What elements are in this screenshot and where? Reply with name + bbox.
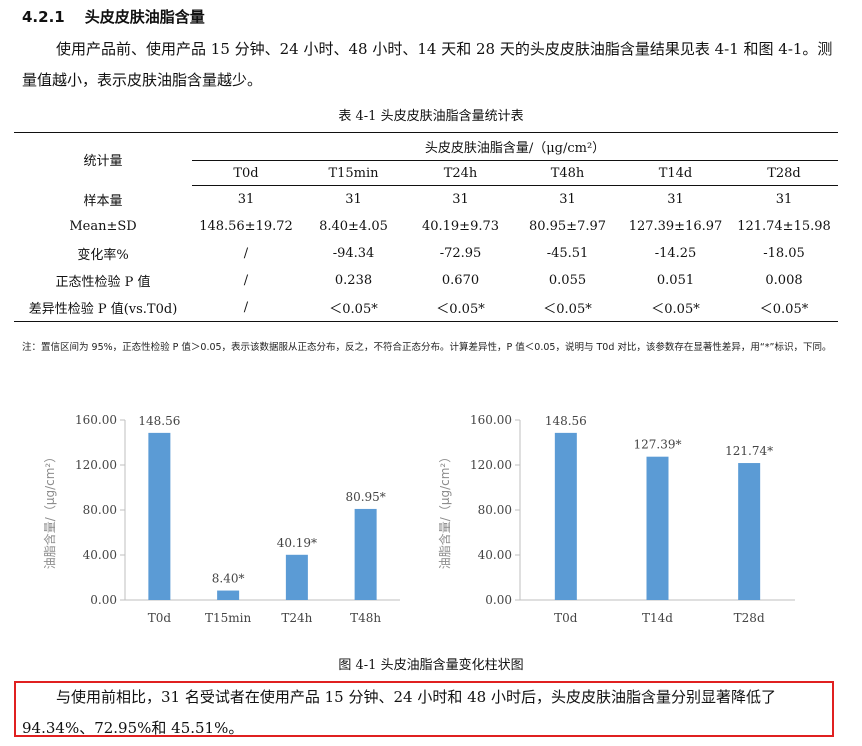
- table-cell: 8.40±4.05: [319, 219, 388, 234]
- table-column-header-row: T0d T15min T24h T48h T14d T28d: [14, 160, 838, 186]
- table-cell: 31: [667, 192, 684, 207]
- y-tick-label: 0.00: [90, 593, 117, 607]
- highlight-box: [14, 681, 834, 737]
- stats-table: 统计量 头皮皮肤油脂含量/（μg/cm²） T0d T15min T24h T4…: [14, 132, 838, 322]
- y-tick-label: 160.00: [470, 413, 512, 427]
- row-label: 正态性检验 P 值: [55, 275, 151, 290]
- y-tick-label: 40.00: [478, 548, 512, 562]
- y-tick-label: 80.00: [478, 503, 512, 517]
- data-label: 80.95*: [345, 490, 385, 504]
- table-cell: 0.238: [334, 273, 373, 288]
- column-header: T24h: [407, 160, 514, 186]
- x-tick-label: T0d: [554, 611, 578, 625]
- stat-header-cell: 统计量: [14, 132, 192, 186]
- data-label: 121.74*: [725, 444, 773, 458]
- table-cell: 80.95±7.97: [528, 219, 607, 234]
- x-tick-label: T24h: [281, 611, 312, 625]
- table-cell: ＜0.05*: [621, 294, 730, 322]
- table-cell: -72.95: [439, 246, 482, 261]
- y-tick-label: 120.00: [470, 458, 512, 472]
- table-cell: /: [243, 273, 249, 288]
- y-tick-label: 120.00: [75, 458, 117, 472]
- table-cell: -14.25: [654, 246, 697, 261]
- table-cell: ＜0.05*: [300, 294, 407, 322]
- y-axis-label: 油脂含量/（μg/cm²）: [437, 451, 452, 569]
- table-cell: 0.051: [656, 273, 695, 288]
- row-label: 变化率%: [77, 248, 129, 263]
- table-cell: 31: [345, 192, 362, 207]
- table-cell: 31: [559, 192, 576, 207]
- data-label: 127.39*: [634, 438, 682, 452]
- group-header-cell: 头皮皮肤油脂含量/（μg/cm²）: [192, 132, 838, 161]
- table-cell: ＜0.05*: [407, 294, 514, 322]
- table-cell: 0.055: [548, 273, 587, 288]
- row-label: Mean±SD: [69, 219, 137, 234]
- table-cell: 148.56±19.72: [199, 219, 293, 234]
- section-title: 头皮皮肤油脂含量: [84, 8, 205, 26]
- conclusion-paragraph: 与使用前相比，31 名受试者在使用产品 15 分钟、24 小时和 48 小时后，…: [22, 688, 776, 737]
- figure-caption: 图 4-1 头皮油脂含量变化柱状图: [338, 658, 524, 673]
- intro-paragraph: 使用产品前、使用产品 15 分钟、24 小时、48 小时、14 天和 28 天的…: [22, 40, 833, 89]
- table-cell: 127.39±16.97: [628, 219, 723, 234]
- table-cell: 31: [237, 192, 255, 207]
- table-row: 差异性检验 P 值(vs.T0d) / ＜0.05* ＜0.05* ＜0.05* ＜0.0…: [14, 294, 838, 322]
- table-row: 样本量 31 31 31 31 31 31: [14, 186, 838, 214]
- table-cell: 0.008: [765, 273, 803, 288]
- x-tick-label: T15min: [205, 611, 251, 625]
- bar-chart-short-term-svg: 0.00 40.00 80.00 120.00 160.00 油脂含量/（μg/cm²） 1…: [42, 413, 400, 625]
- data-label: 40.19*: [277, 536, 317, 550]
- x-tick-label: T0d: [148, 611, 172, 625]
- table-caption: 表 4-1 头皮皮肤油脂含量统计表: [338, 109, 524, 124]
- table-row: 变化率% / -94.34 -72.95 -45.51 -14.25 -18.05: [14, 240, 838, 267]
- table-cell: ＜0.05*: [514, 294, 621, 322]
- column-header: T48h: [514, 160, 621, 186]
- y-tick-label: 40.00: [83, 548, 117, 562]
- table-cell: 31: [452, 192, 469, 207]
- table-row: Mean±SD 148.56±19.72 8.40±4.05 40.19±9.73 80…: [14, 213, 838, 240]
- table-cell: -45.51: [546, 246, 589, 261]
- table-cell: 31: [775, 192, 793, 207]
- table-note: 注：置信区间为 95%，正态性检验 P 值＞0.05，表示该数据服从正态分布，反…: [22, 342, 832, 353]
- y-tick-label: 160.00: [75, 413, 117, 427]
- x-tick-label: T28d: [734, 611, 765, 625]
- data-label: 148.56: [138, 414, 180, 428]
- row-label: 差异性检验 P 值(vs.T0d): [14, 294, 192, 322]
- table-cell: -94.34: [332, 246, 375, 261]
- x-tick-label: T48h: [350, 611, 381, 625]
- y-tick-label: 80.00: [83, 503, 117, 517]
- table-cell: /: [243, 246, 249, 261]
- bar: [285, 554, 308, 600]
- section-number: 4.2.1: [22, 8, 65, 26]
- bar: [738, 463, 761, 600]
- table-cell: 121.74±15.98: [737, 219, 831, 234]
- table-cell: -18.05: [763, 246, 805, 261]
- bar-chart-long-term-svg: 0.00 40.00 80.00 120.00 160.00 油脂含量/（μg/cm²） 1…: [437, 413, 795, 625]
- table-row: 正态性检验 P 值 / 0.238 0.670 0.055 0.051 0.008: [14, 267, 838, 294]
- table-group-header-row: 统计量 头皮皮肤油脂含量/（μg/cm²）: [14, 132, 838, 186]
- bar-chart-short-term: 0.00 40.00 80.00 120.00 160.00 油脂含量/（μg/cm²） 1…: [40, 400, 420, 640]
- column-header: T14d: [621, 160, 730, 186]
- y-axis-label: 油脂含量/（μg/cm²）: [42, 451, 57, 569]
- table-cell: 40.19±9.73: [421, 219, 500, 234]
- x-tick-label: T14d: [642, 611, 673, 625]
- bar: [554, 432, 577, 600]
- column-header: T15min: [300, 160, 407, 186]
- section-heading: 4.2.1 头皮皮肤油脂含量: [22, 6, 205, 27]
- bar: [217, 590, 240, 600]
- bar-chart-long-term: 0.00 40.00 80.00 120.00 160.00 油脂含量/（μg/cm²） 1…: [435, 400, 815, 640]
- table-cell: /: [192, 294, 300, 322]
- bar: [148, 432, 171, 600]
- bar: [354, 508, 377, 600]
- data-label: 148.56: [545, 414, 587, 428]
- column-header: T0d: [192, 160, 300, 186]
- y-tick-label: 0.00: [485, 593, 512, 607]
- row-label: 样本量: [83, 193, 123, 209]
- column-header: T28d: [730, 160, 838, 186]
- table-cell: ＜0.05*: [730, 294, 838, 322]
- table-cell: 0.670: [441, 273, 480, 288]
- data-label: 8.40*: [212, 572, 245, 586]
- bar: [646, 456, 669, 600]
